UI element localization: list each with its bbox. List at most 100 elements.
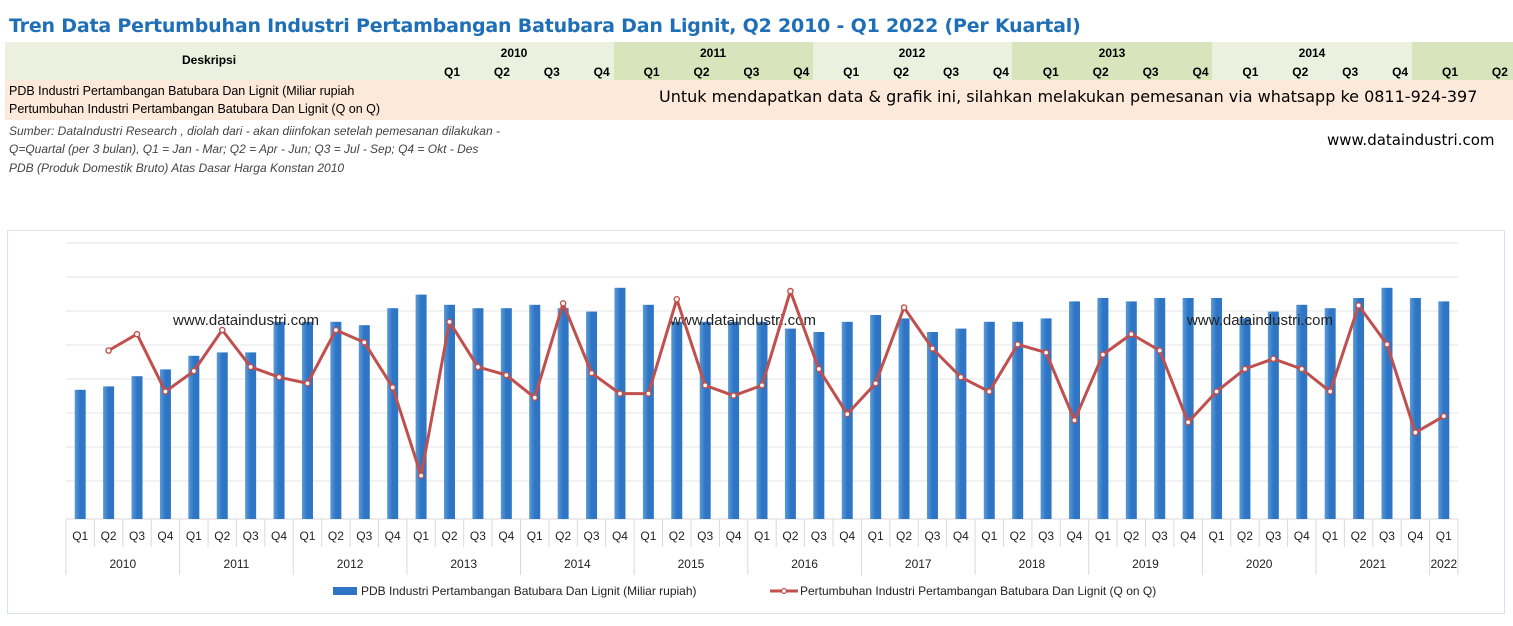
description-header: Deskripsi xyxy=(182,53,237,67)
bar-pdb xyxy=(1097,298,1109,519)
bar-pdb xyxy=(216,352,228,519)
x-tick-label: Q1 xyxy=(981,529,997,543)
x-tick-label: Q4 xyxy=(953,529,969,543)
x-tick-label: Q3 xyxy=(1379,529,1395,543)
bar-pdb xyxy=(330,321,342,519)
table-year-2011: 2011 xyxy=(699,46,727,60)
x-tick-label: Q2 xyxy=(896,529,912,543)
table-year-2014: 2014 xyxy=(1298,46,1326,60)
x-year-label: 2010 xyxy=(109,557,136,571)
bar-pdb xyxy=(1211,298,1223,519)
x-tick-label: Q3 xyxy=(356,529,372,543)
website-link[interactable]: www.dataindustri.com xyxy=(1327,131,1495,149)
point-growth xyxy=(673,296,681,303)
bar-pdb xyxy=(813,332,825,519)
x-tick-label: Q1 xyxy=(1095,529,1111,543)
x-tick-label: Q3 xyxy=(811,529,827,543)
table-quarter-label: Q3 xyxy=(743,65,760,79)
bar-pdb xyxy=(472,308,484,519)
table-quarter-label: Q3 xyxy=(1142,65,1159,79)
bar-pdb xyxy=(983,321,995,519)
bar-pdb xyxy=(870,315,882,519)
bar-pdb xyxy=(500,308,512,519)
header-band-2010 xyxy=(415,42,614,80)
point-growth xyxy=(730,392,737,399)
header-band-2011 xyxy=(614,42,813,80)
x-tick-label: Q1 xyxy=(299,529,315,543)
header-band-2014 xyxy=(1212,42,1412,80)
x-tick-label: Q4 xyxy=(498,529,514,543)
x-tick-label: Q4 xyxy=(612,529,628,543)
point-growth xyxy=(787,287,794,295)
x-tick-label: Q4 xyxy=(1180,529,1196,543)
x-tick-label: Q1 xyxy=(186,529,202,543)
table-quarter-label: Q2 xyxy=(893,65,910,79)
x-tick-label: Q2 xyxy=(328,529,344,543)
header-band-desc xyxy=(5,42,415,80)
bar-pdb xyxy=(841,321,853,519)
x-tick-label: Q3 xyxy=(584,529,600,543)
x-tick-label: Q4 xyxy=(1294,529,1310,543)
x-tick-label: Q3 xyxy=(1152,529,1168,543)
bar-pdb xyxy=(614,287,626,519)
bar-pdb xyxy=(756,321,768,519)
point-growth xyxy=(1440,412,1448,420)
point-growth xyxy=(758,382,766,389)
x-tick-label: Q4 xyxy=(839,529,855,543)
point-growth xyxy=(389,384,396,391)
bar-pdb xyxy=(188,355,200,519)
x-tick-label: Q1 xyxy=(1436,529,1452,543)
legend-swatch-bar xyxy=(333,587,357,595)
bar-pdb xyxy=(671,321,683,519)
bar-pdb xyxy=(1267,311,1279,519)
x-tick-label: Q1 xyxy=(754,529,770,543)
bar-pdb xyxy=(1182,298,1194,519)
x-tick-label: Q3 xyxy=(243,529,259,543)
x-tick-label: Q1 xyxy=(413,529,429,543)
point-growth xyxy=(190,367,198,375)
table-quarter-label: Q1 xyxy=(1441,65,1458,79)
point-growth xyxy=(218,326,226,334)
x-year-label: 2015 xyxy=(678,557,705,571)
table-quarter-label: Q3 xyxy=(942,65,959,79)
table-quarter-label: Q4 xyxy=(1392,65,1409,79)
watermark-text: www.dataindustri.com xyxy=(172,312,319,329)
x-tick-label: Q2 xyxy=(555,529,571,543)
legend-label-pdb: PDB Industri Pertambangan Batubara Dan L… xyxy=(361,584,697,598)
x-tick-label: Q2 xyxy=(214,529,230,543)
x-tick-label: Q3 xyxy=(470,529,486,543)
table-quarter-label: Q1 xyxy=(643,65,660,79)
bar-pdb xyxy=(557,308,569,519)
x-tick-label: Q1 xyxy=(1209,529,1225,543)
legend-label-growth: Pertumbuhan Industri Pertambangan Batuba… xyxy=(800,584,1156,598)
x-tick-label: Q3 xyxy=(1265,529,1281,543)
table-quarter-label: Q2 xyxy=(493,65,510,79)
point-growth xyxy=(559,300,567,307)
bar-pdb xyxy=(103,386,115,519)
point-growth xyxy=(474,363,482,371)
point-growth xyxy=(645,390,652,397)
point-growth xyxy=(1213,388,1220,395)
point-growth xyxy=(843,410,851,418)
point-growth xyxy=(701,382,709,389)
point-growth xyxy=(1014,341,1021,348)
row-pdb-label: PDB Industri Pertambangan Batubara Dan L… xyxy=(9,84,355,98)
bar-pdb xyxy=(1324,308,1336,519)
point-growth xyxy=(1383,341,1391,348)
bar-pdb xyxy=(273,321,285,519)
point-growth xyxy=(588,369,595,377)
x-tick-label: Q2 xyxy=(442,529,458,543)
bar-pdb xyxy=(1068,301,1080,519)
point-growth xyxy=(1099,351,1107,358)
bar-pdb xyxy=(699,321,711,519)
table-quarter-label: Q4 xyxy=(793,65,810,79)
bar-pdb xyxy=(1381,287,1393,519)
x-tick-label: Q2 xyxy=(1010,529,1026,543)
bar-pdb xyxy=(955,328,967,519)
watermark-text: www.dataindustri.com xyxy=(669,312,816,329)
x-tick-label: Q1 xyxy=(868,529,884,543)
point-growth xyxy=(1156,347,1164,354)
point-growth xyxy=(900,304,908,311)
point-growth xyxy=(531,394,539,401)
point-growth xyxy=(417,472,425,479)
